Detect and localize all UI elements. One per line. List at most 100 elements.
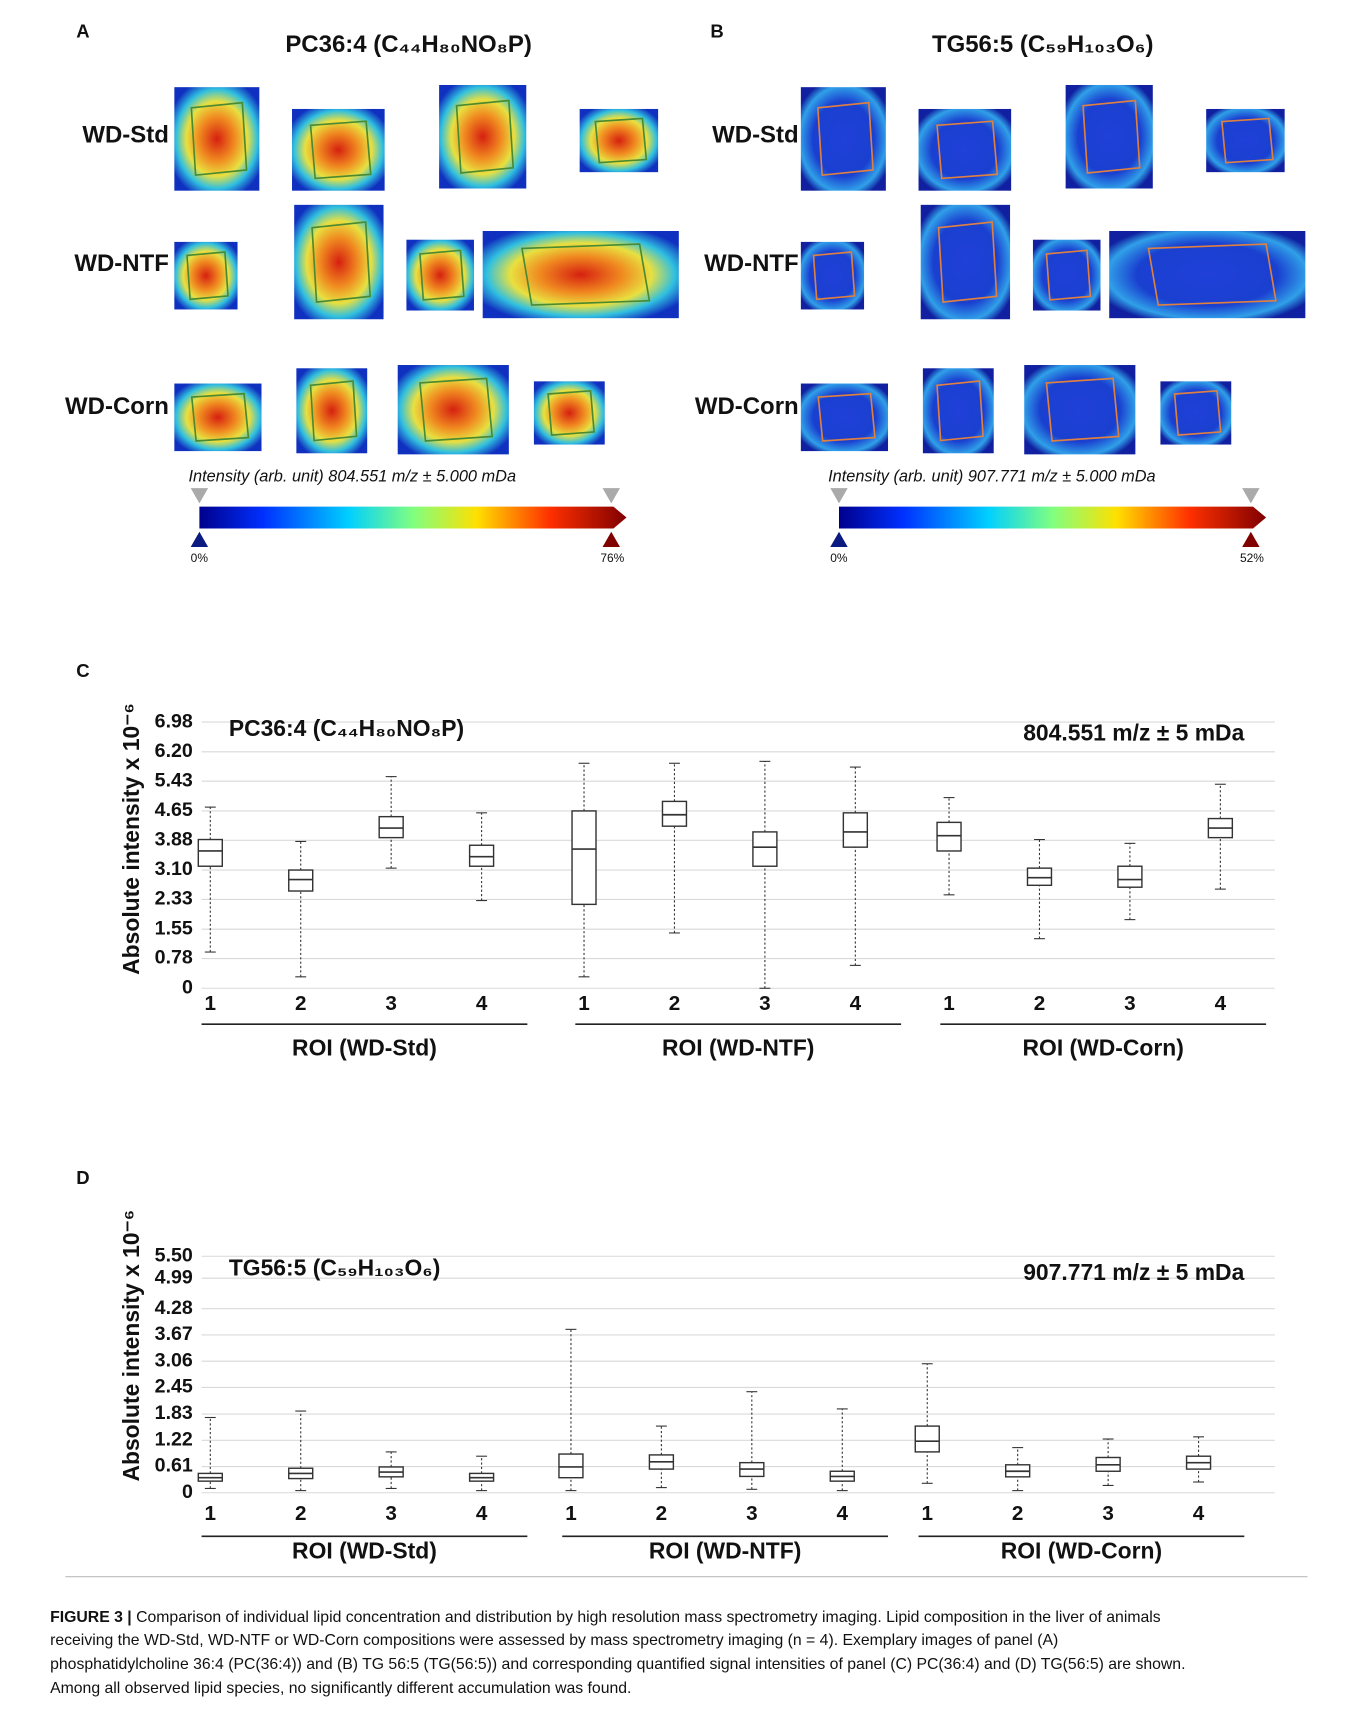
x-tick-label: 2: [669, 992, 681, 1015]
box: [661, 800, 688, 827]
caption-text: phosphatidylcholine 36:4 (PC(36:4)) and …: [50, 1656, 1185, 1673]
colorbar-marker: [830, 488, 848, 504]
y-tick-label: 6.20: [155, 740, 193, 762]
roi-outline: [311, 221, 371, 303]
colorbar-marker: [602, 531, 620, 547]
panel-letter: A: [76, 21, 89, 42]
y-tick-label: 4.65: [155, 799, 193, 821]
chart-title: PC36:4 (C₄₄H₈₀NO₈P): [229, 715, 464, 741]
x-tick-label: 2: [1034, 992, 1046, 1015]
box: [378, 815, 404, 839]
box: [936, 821, 962, 852]
y-axis-label: Absolute intensity x 10⁻⁶: [118, 703, 144, 975]
x-tick-label: 2: [656, 1502, 668, 1525]
panel-letter: D: [76, 1167, 89, 1188]
x-tick-label: 4: [837, 1502, 849, 1525]
y-tick-label: 5.50: [155, 1244, 193, 1266]
group-label: ROI (WD-Corn): [1023, 1034, 1184, 1060]
roi-outline: [419, 377, 494, 442]
box: [468, 844, 495, 867]
box: [1117, 865, 1143, 888]
msi-image: [296, 368, 368, 454]
msi-image: [918, 108, 1012, 191]
y-tick-label: 1.55: [155, 917, 193, 939]
y-tick-label: 0.61: [155, 1455, 193, 1477]
msi-image: [292, 108, 385, 191]
x-tick-label: 1: [921, 1502, 933, 1525]
x-tick-label: 4: [1215, 992, 1227, 1015]
caption-text: receiving the WD-Std, WD-NTF or WD-Corn …: [50, 1632, 1058, 1649]
box: [1026, 867, 1053, 887]
roi-outline: [190, 392, 250, 442]
caption-text: Among all observed lipid species, no sig…: [50, 1680, 631, 1697]
y-tick-label: 3.67: [155, 1323, 193, 1345]
colorbar-marker: [830, 531, 848, 547]
caption-text: Comparison of individual lipid concentra…: [136, 1609, 1161, 1626]
msi-image: [1024, 365, 1136, 455]
roi-outline: [1045, 249, 1092, 301]
group-label: ROI (WD-NTF): [662, 1034, 814, 1060]
msi-image: [579, 108, 659, 173]
y-tick-label: 3.10: [155, 858, 193, 880]
x-tick-label: 3: [1124, 992, 1136, 1015]
y-tick-label: 0: [182, 1481, 193, 1503]
panel-letter: B: [710, 21, 723, 42]
msi-image: [174, 87, 260, 191]
roi-outline: [186, 251, 229, 301]
x-tick-label: 1: [578, 992, 590, 1015]
msi-image: [1160, 381, 1232, 445]
y-tick-label: 0: [182, 976, 193, 998]
y-tick-label: 1.83: [155, 1402, 193, 1424]
caption-line: receiving the WD-Std, WD-NTF or WD-Corn …: [50, 1632, 1058, 1649]
msi-image: [439, 84, 527, 189]
msi-image: [800, 241, 865, 310]
x-tick-label: 3: [385, 992, 397, 1015]
chart-title: TG56:5 (C₅₉H₁₀₃O₆): [229, 1254, 440, 1280]
row-label: WD-NTF: [704, 250, 799, 277]
x-tick-label: 4: [476, 992, 488, 1015]
roi-outline: [812, 251, 856, 301]
roi-outline: [190, 101, 248, 177]
colorbar-marker: [1242, 531, 1260, 547]
box: [752, 831, 778, 867]
colorbar-marker: [1242, 488, 1260, 504]
msi-image: [920, 204, 1011, 320]
group-label: ROI (WD-Std): [292, 1034, 437, 1060]
panel-title: TG56:5 (C₅₉H₁₀₃O₆): [932, 31, 1154, 58]
x-tick-label: 3: [385, 1502, 397, 1525]
roi-outline: [419, 249, 465, 301]
msi-image: [174, 241, 238, 310]
y-tick-label: 4.28: [155, 1297, 193, 1319]
roi-outline: [937, 221, 998, 303]
group-label: ROI (WD-Corn): [1001, 1538, 1162, 1564]
caption-line: Among all observed lipid species, no sig…: [50, 1680, 631, 1697]
roi-outline: [1082, 99, 1141, 174]
x-tick-label: 4: [476, 1502, 488, 1525]
x-tick-label: 3: [1102, 1502, 1114, 1525]
row-label: WD-Corn: [65, 393, 169, 420]
y-tick-label: 1.22: [155, 1428, 193, 1450]
roi-outline: [1045, 377, 1120, 442]
box: [842, 812, 869, 848]
roi-outline: [547, 389, 595, 436]
colorbar-marker: [190, 488, 209, 504]
caption-line: phosphatidylcholine 36:4 (PC(36:4)) and …: [50, 1656, 1185, 1673]
x-tick-label: 3: [746, 1502, 758, 1525]
msi-image: [1032, 239, 1101, 311]
x-tick-label: 1: [565, 1502, 577, 1525]
y-tick-label: 0.78: [155, 947, 193, 969]
colorbar-label: Intensity (arb. unit) 907.771 m/z ± 5.00…: [828, 468, 1156, 486]
roi-outline: [455, 99, 515, 174]
msi-image: [1065, 84, 1153, 189]
roi-outline: [936, 120, 999, 180]
x-tick-label: 2: [295, 1502, 307, 1525]
colorbar-marker: [190, 531, 209, 547]
y-tick-label: 2.33: [155, 888, 193, 910]
box: [197, 838, 223, 867]
msi-image: [1109, 230, 1306, 319]
box: [571, 810, 597, 906]
row-label: WD-Corn: [695, 393, 799, 420]
group-label: ROI (WD-Std): [292, 1538, 437, 1564]
colorbar: [838, 506, 1267, 529]
